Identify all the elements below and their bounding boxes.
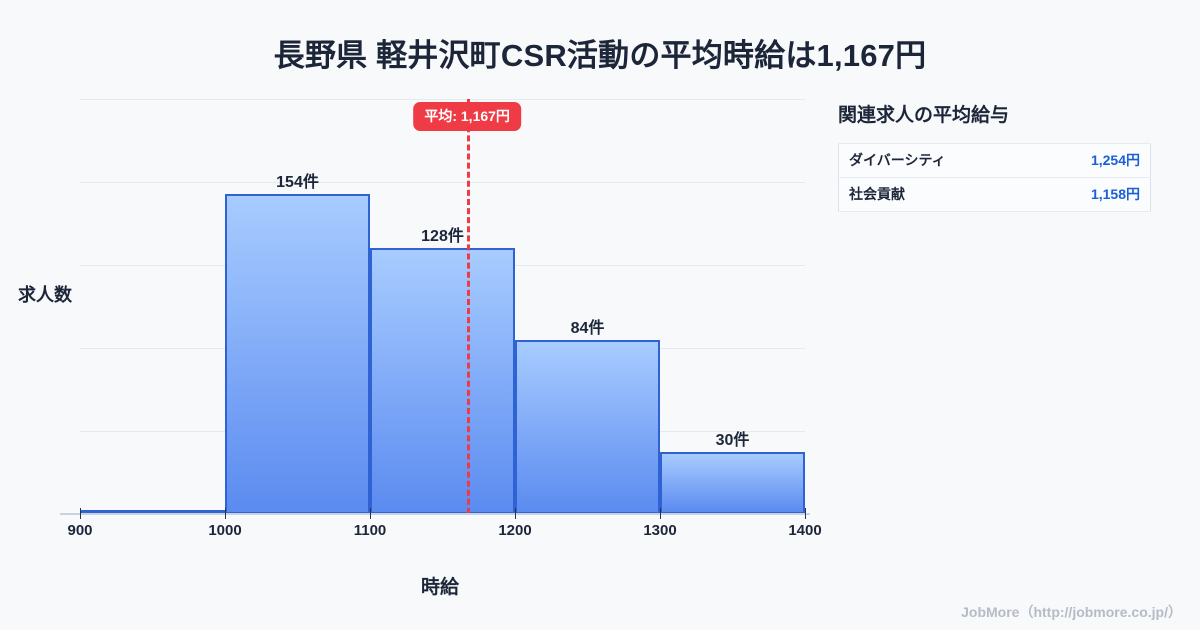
x-axis-title: 時給: [420, 577, 459, 598]
histogram-bar: [515, 339, 660, 514]
x-tick-label: 900: [67, 522, 93, 539]
x-tick-label: 1000: [208, 522, 242, 539]
x-tick-mark: [515, 508, 516, 519]
x-tick-mark: [80, 508, 81, 519]
histogram-bar: [370, 248, 515, 514]
average-badge: 平均: 1,167円: [413, 102, 521, 131]
x-tick-label: 1400: [788, 522, 822, 539]
related-salary-panel: 関連求人の平均給与 ダイバーシティ 1,254円 社会貢献 1,158円: [838, 100, 1158, 212]
bar-value-label: 128件: [421, 228, 464, 246]
chart-plot-area: [80, 99, 805, 514]
table-row[interactable]: 社会貢献 1,158円: [838, 177, 1151, 212]
gridline: [80, 99, 805, 100]
table-row[interactable]: ダイバーシティ 1,254円: [838, 143, 1151, 178]
histogram-bar: [225, 194, 370, 514]
x-axis-baseline: [60, 513, 810, 515]
bar-value-label: 84件: [570, 319, 605, 337]
salary-cell: 1,254円: [1034, 143, 1151, 178]
occupation-cell: ダイバーシティ: [838, 143, 1035, 178]
x-tick-mark: [225, 508, 226, 519]
x-tick-mark: [805, 508, 806, 519]
bar-value-label: 154件: [276, 174, 319, 192]
y-axis-title: 求人数: [18, 285, 72, 305]
gridline: [80, 182, 805, 183]
x-tick-mark: [660, 508, 661, 519]
histogram-bar: [660, 451, 805, 514]
salary-table: ダイバーシティ 1,254円 社会貢献 1,158円: [838, 143, 1151, 212]
x-tick-label: 1300: [643, 522, 677, 539]
bar-value-label: 30件: [715, 431, 750, 449]
x-tick-label: 1200: [498, 522, 532, 539]
occupation-cell: 社会貢献: [838, 177, 1035, 212]
side-panel-title: 関連求人の平均給与: [838, 105, 1010, 126]
average-dashed-line: [467, 99, 471, 514]
x-tick-mark: [370, 508, 371, 519]
x-tick-label: 1100: [353, 522, 387, 539]
footer-watermark: JobMore（http://jobmore.co.jp/）: [961, 604, 1182, 620]
page-title: 長野県 軽井沢町CSR活動の平均時給は1,167円: [273, 38, 927, 73]
salary-cell: 1,158円: [1034, 177, 1151, 212]
